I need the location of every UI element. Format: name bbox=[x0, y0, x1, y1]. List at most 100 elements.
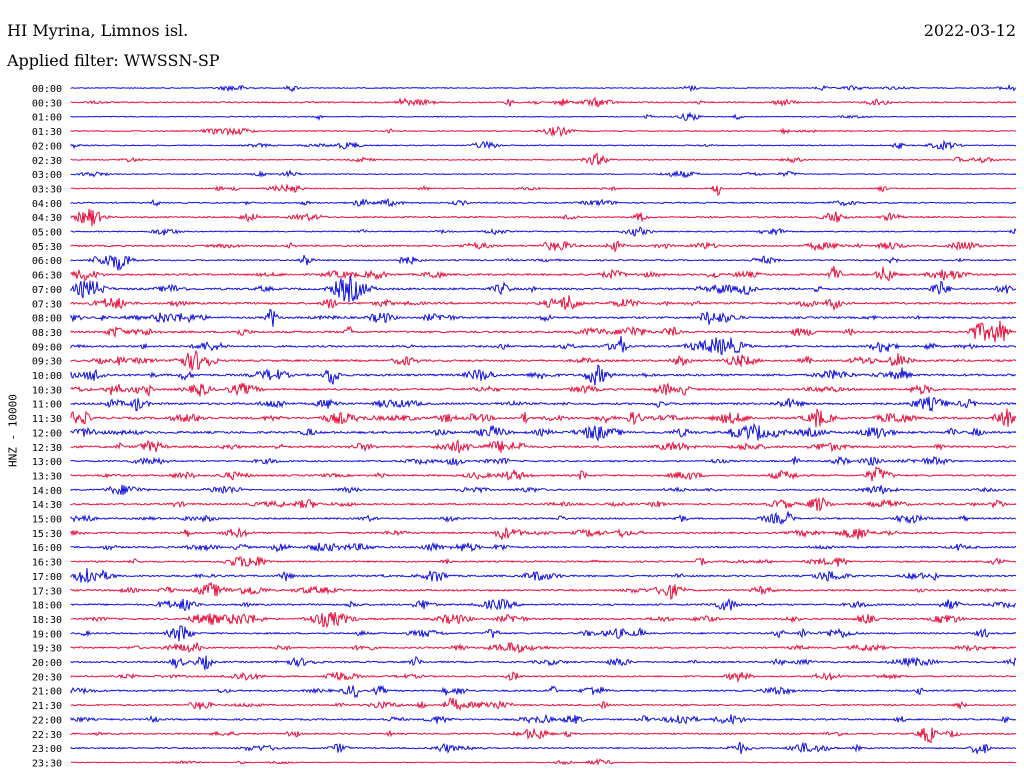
row-label-1030: 10:30 bbox=[32, 385, 62, 396]
row-label-0500: 05:00 bbox=[32, 228, 62, 239]
trace-1200 bbox=[70, 422, 1017, 442]
trace-1800 bbox=[70, 598, 1017, 612]
row-label-1900: 19:00 bbox=[32, 629, 62, 640]
trace-0830 bbox=[70, 320, 1017, 343]
row-label-1600: 16:00 bbox=[32, 543, 62, 554]
trace-0330 bbox=[70, 183, 1017, 197]
trace-1400 bbox=[70, 484, 1017, 496]
trace-0400 bbox=[70, 197, 1017, 208]
row-label-2100: 21:00 bbox=[32, 687, 62, 698]
trace-0600 bbox=[70, 254, 1017, 271]
trace-0030 bbox=[70, 96, 1017, 108]
row-label-1300: 13:00 bbox=[32, 457, 62, 468]
trace-1300 bbox=[70, 455, 1017, 467]
row-label-0130: 01:30 bbox=[32, 127, 62, 138]
trace-0500 bbox=[70, 226, 1017, 237]
row-label-1630: 16:30 bbox=[32, 558, 62, 569]
row-label-0600: 06:00 bbox=[32, 256, 62, 267]
trace-2330 bbox=[70, 758, 1017, 766]
row-label-1800: 18:00 bbox=[32, 601, 62, 612]
trace-1000 bbox=[70, 364, 1017, 386]
trace-2130 bbox=[70, 697, 1017, 712]
row-label-1000: 10:00 bbox=[32, 371, 62, 382]
date-label: 2022-03-12 bbox=[923, 21, 1016, 40]
trace-1700 bbox=[70, 568, 1017, 584]
trace-1930 bbox=[70, 641, 1017, 654]
trace-1600 bbox=[70, 541, 1017, 553]
trace-2230 bbox=[70, 727, 1017, 744]
trace-0130 bbox=[70, 126, 1017, 138]
row-label-0000: 00:00 bbox=[32, 84, 62, 95]
row-label-1230: 12:30 bbox=[32, 443, 62, 454]
trace-1630 bbox=[70, 556, 1017, 568]
filter-label: Applied filter: WWSSN-SP bbox=[7, 51, 220, 70]
row-label-1530: 15:30 bbox=[32, 529, 62, 540]
trace-0300 bbox=[70, 169, 1017, 179]
row-label-1700: 17:00 bbox=[32, 572, 62, 583]
row-label-1330: 13:30 bbox=[32, 471, 62, 482]
trace-1430 bbox=[70, 496, 1017, 512]
row-label-0430: 04:30 bbox=[32, 213, 62, 224]
trace-1100 bbox=[70, 396, 1017, 413]
row-label-0230: 02:30 bbox=[32, 156, 62, 167]
row-label-0300: 03:00 bbox=[32, 170, 62, 181]
row-label-0800: 08:00 bbox=[32, 314, 62, 325]
row-label-0330: 03:30 bbox=[32, 184, 62, 195]
trace-2300 bbox=[70, 741, 1017, 754]
row-label-2030: 20:30 bbox=[32, 672, 62, 683]
trace-1230 bbox=[70, 438, 1016, 453]
row-label-1100: 11:00 bbox=[32, 400, 62, 411]
row-label-1730: 17:30 bbox=[32, 586, 62, 597]
row-label-1200: 12:00 bbox=[32, 428, 62, 439]
row-label-0830: 08:30 bbox=[32, 328, 62, 339]
row-label-1830: 18:30 bbox=[32, 615, 62, 626]
trace-1130 bbox=[70, 408, 1017, 428]
row-label-0900: 09:00 bbox=[32, 342, 62, 353]
trace-1030 bbox=[70, 382, 1017, 397]
row-label-2130: 21:30 bbox=[32, 701, 62, 712]
row-label-2230: 22:30 bbox=[32, 730, 62, 741]
row-label-0400: 04:00 bbox=[32, 199, 62, 210]
row-label-2330: 23:30 bbox=[32, 758, 62, 769]
trace-0530 bbox=[70, 240, 1017, 253]
trace-0000 bbox=[70, 83, 1017, 93]
trace-2100 bbox=[70, 684, 1017, 699]
row-label-0530: 05:30 bbox=[32, 242, 62, 253]
row-label-1400: 14:00 bbox=[32, 486, 62, 497]
row-label-0030: 00:30 bbox=[32, 98, 62, 109]
trace-2200 bbox=[70, 713, 1017, 726]
trace-0630 bbox=[70, 265, 1017, 282]
trace-0730 bbox=[70, 295, 1017, 312]
row-label-0730: 07:30 bbox=[32, 299, 62, 310]
trace-0230 bbox=[70, 152, 1017, 166]
trace-0200 bbox=[70, 139, 1017, 151]
trace-2030 bbox=[70, 671, 1016, 684]
row-label-0100: 01:00 bbox=[32, 113, 62, 124]
row-label-0700: 07:00 bbox=[32, 285, 62, 296]
row-label-1500: 15:00 bbox=[32, 515, 62, 526]
row-label-2200: 22:00 bbox=[32, 715, 62, 726]
trace-1730 bbox=[70, 581, 1017, 600]
row-label-0630: 06:30 bbox=[32, 271, 62, 282]
trace-1330 bbox=[70, 466, 1017, 482]
trace-0800 bbox=[70, 308, 1017, 327]
trace-0930 bbox=[70, 349, 1017, 371]
row-label-0200: 02:00 bbox=[32, 141, 62, 152]
station-title: HI Myrina, Limnos isl. bbox=[7, 21, 189, 40]
trace-1830 bbox=[70, 611, 1017, 629]
row-label-2000: 20:00 bbox=[32, 658, 62, 669]
trace-0900 bbox=[70, 336, 1017, 356]
trace-1530 bbox=[70, 526, 1017, 540]
row-label-1130: 11:30 bbox=[32, 414, 62, 425]
row-label-1430: 14:30 bbox=[32, 500, 62, 511]
trace-1500 bbox=[70, 511, 1017, 525]
trace-0100 bbox=[70, 111, 1017, 122]
row-label-1930: 19:30 bbox=[32, 644, 62, 655]
trace-0430 bbox=[70, 208, 1017, 227]
trace-0700 bbox=[70, 276, 1017, 303]
trace-2000 bbox=[70, 655, 1017, 670]
trace-1900 bbox=[70, 625, 1017, 642]
row-label-2300: 23:00 bbox=[32, 744, 62, 755]
row-label-0930: 09:30 bbox=[32, 357, 62, 368]
